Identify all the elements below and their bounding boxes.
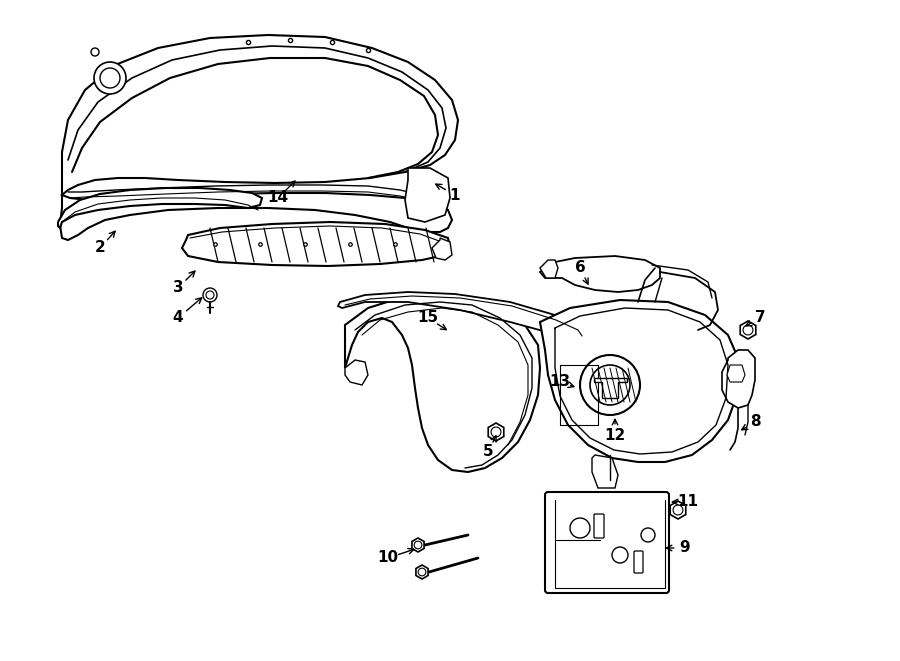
Polygon shape	[740, 321, 756, 339]
Polygon shape	[540, 256, 660, 292]
Text: 11: 11	[678, 494, 698, 510]
Circle shape	[491, 427, 501, 437]
Circle shape	[414, 541, 422, 549]
Text: 2: 2	[94, 241, 105, 256]
Polygon shape	[345, 360, 368, 385]
Polygon shape	[412, 538, 424, 552]
Text: 8: 8	[750, 414, 760, 430]
Text: 4: 4	[173, 311, 184, 325]
Circle shape	[206, 291, 214, 299]
Circle shape	[580, 355, 640, 415]
Text: 6: 6	[574, 260, 585, 276]
Circle shape	[94, 62, 126, 94]
Text: 14: 14	[267, 190, 289, 206]
Text: 1: 1	[450, 188, 460, 202]
Text: 15: 15	[418, 311, 438, 325]
Text: 7: 7	[755, 311, 765, 325]
Polygon shape	[416, 565, 428, 579]
FancyBboxPatch shape	[594, 514, 604, 538]
Polygon shape	[592, 455, 618, 488]
Polygon shape	[432, 238, 452, 260]
Text: 9: 9	[680, 541, 690, 555]
Polygon shape	[60, 35, 458, 240]
Circle shape	[673, 505, 683, 515]
Circle shape	[418, 568, 426, 576]
Text: 10: 10	[377, 551, 399, 566]
Polygon shape	[345, 295, 540, 472]
Polygon shape	[58, 188, 262, 228]
Polygon shape	[540, 260, 558, 278]
Polygon shape	[670, 501, 686, 519]
Polygon shape	[722, 350, 755, 408]
Text: 12: 12	[605, 428, 626, 442]
FancyBboxPatch shape	[634, 551, 643, 573]
FancyBboxPatch shape	[545, 492, 669, 593]
Circle shape	[743, 325, 753, 335]
Polygon shape	[594, 378, 627, 398]
Text: 3: 3	[173, 280, 184, 295]
Polygon shape	[488, 423, 504, 441]
Polygon shape	[540, 300, 738, 462]
Circle shape	[91, 48, 99, 56]
Polygon shape	[727, 365, 745, 382]
Circle shape	[100, 68, 120, 88]
Polygon shape	[182, 222, 450, 266]
Circle shape	[203, 288, 217, 302]
Text: 13: 13	[549, 375, 571, 389]
Polygon shape	[405, 168, 450, 222]
Text: 5: 5	[482, 444, 493, 459]
Circle shape	[612, 547, 628, 563]
Circle shape	[641, 528, 655, 542]
Circle shape	[590, 365, 630, 405]
Circle shape	[570, 518, 590, 538]
Polygon shape	[338, 292, 585, 338]
